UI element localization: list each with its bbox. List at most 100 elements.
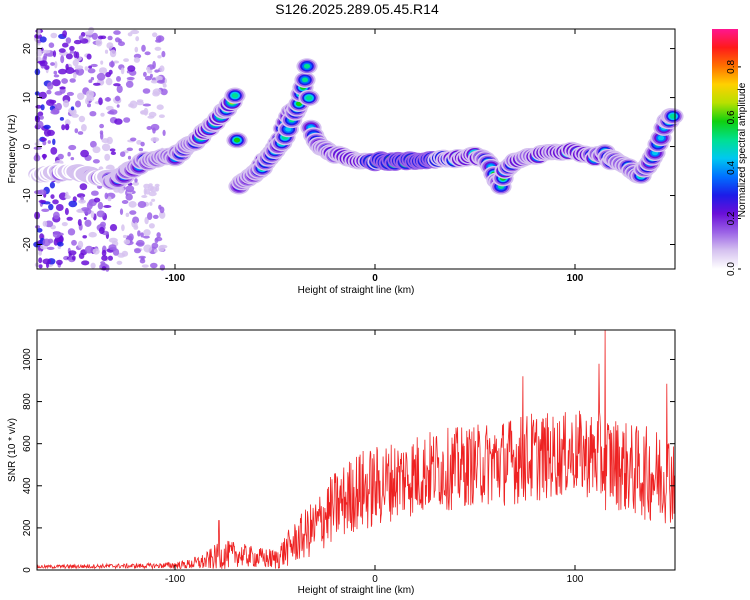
spectrogram-noise-speckle [104,192,109,200]
spectrogram-noise-speckle [98,67,108,74]
spectrogram-noise-speckle [125,212,130,217]
spectrogram-noise-speckle [156,232,161,238]
spectrogram-noise-speckle [41,208,50,212]
spectrogram-noise-speckle [89,111,97,117]
snr-y-tick-label: 400 [22,477,33,494]
spectrogram-noise-speckle [148,223,155,229]
spectrogram-noise-speckle [100,60,104,65]
spectrogram-ridge-cell [303,63,311,69]
colorbar-label: Normalized spectral amplitude [737,82,748,217]
spectrogram-noise-speckle [62,42,69,48]
spectrogram-noise-speckle [144,75,152,81]
spectrogram-noise-speckle [49,181,56,189]
spectrogram-noise-speckle [88,79,93,83]
spectrogram-noise-speckle [93,197,101,203]
spectrogram-noise-speckle [44,220,54,228]
spectrogram-noise-speckle [149,201,153,206]
spectrogram-noise-speckle [91,190,99,196]
spectrogram-noise-speckle [70,157,75,161]
spectrogram-noise-speckle [156,104,164,110]
spectrogram-noise-speckle [120,67,125,75]
spectrogram-noise-speckle [104,49,109,54]
spectrogram-noise-speckle [36,228,43,233]
spectrogram-noise-speckle [123,239,131,245]
spectrogram-noise-speckle [140,257,145,261]
spectrogram-noise-speckle [64,207,69,216]
spectrogram-noise-speckle [92,146,101,154]
spectrogram-noise-speckle [93,82,101,86]
spectrogram-noise-speckle [105,72,111,78]
spectrogram-y-tick-label: 20 [22,43,33,55]
colorbar-tick-label: 0.0 [726,262,737,276]
spectrogram-noise-speckle [46,99,55,106]
spectrogram-y-axis-label: Frequency (Hz) [7,115,18,184]
spectrogram-noise-speckle [85,97,89,105]
spectrogram-noise-speckle [109,148,116,152]
spectrogram-noise-speckle [42,220,48,227]
spectrogram-ridge-cell [285,126,292,132]
spectrogram-noise-speckle [39,60,48,67]
spectrogram-noise-speckle [86,201,93,210]
spectrogram-noise-speckle [141,44,146,52]
colorbar-tick-label: 0.8 [726,60,737,74]
spectrogram-noise-speckle [42,258,51,265]
snr-frame [36,329,676,571]
spectrogram-noise-speckle [123,58,129,62]
snr-series-line [36,329,676,570]
spectrogram-noise-speckle [52,79,61,87]
spectrogram-noise-speckle [106,42,114,49]
spectrogram-noise-speckle [125,193,133,201]
spectrogram-noise-speckle [109,224,118,232]
spectrogram-noise-speckle [39,36,47,43]
spectrogram-noise-speckle [36,49,43,57]
spectrogram-noise-speckle [98,97,103,106]
spectrogram-noise-speckle [57,241,64,247]
snr-x-tick-label: -100 [165,574,185,585]
spectrogram-noise-speckle [134,222,138,229]
spectrogram-noise-speckle [33,146,42,150]
spectrogram-noise-speckle [90,210,95,219]
spectrogram-noise-speckle [78,115,86,123]
spectrogram-noise-speckle [44,65,50,70]
spectrogram-noise-speckle [100,132,104,140]
spectrogram-noise-speckle [60,55,65,64]
spectrogram-noise-speckle [50,62,55,66]
spectrogram-noise-speckle [138,147,144,152]
spectrogram-noise-speckle [69,50,75,54]
spectrogram-noise-speckle [65,53,73,60]
spectrogram-noise-speckle [159,65,165,72]
spectrogram-noise-speckle [87,68,96,74]
spectrogram-noise-speckle [130,137,137,142]
spectrogram-noise-speckle [84,219,92,227]
spectrogram-noise-speckle [159,211,166,219]
spectrogram-noise-speckle [121,224,125,232]
snr-x-axis-label: Height of straight line (km) [298,585,415,596]
spectrogram-noise-speckle [125,80,134,88]
spectrogram-noise-speckle [61,78,68,84]
spectrogram-noise-speckle [120,151,126,157]
spectrogram-noise-speckle [143,187,147,196]
spectrogram-noise-speckle [129,210,137,215]
spectrogram-noise-speckle [91,32,98,40]
spectrogram-noise-speckle [75,100,81,108]
spectrogram-noise-speckle [58,68,67,75]
spectrogram-ridge-cell [301,77,309,83]
spectrogram-noise-speckle [64,123,70,131]
spectrogram-noise-speckle [69,78,76,83]
spectrogram-noise-speckle [119,208,124,215]
spectrogram-noise-speckle [71,239,77,246]
spectrogram-noise-speckle [40,104,45,111]
spectrogram-noise-speckle [86,53,92,60]
spectrogram-noise-speckle [56,259,63,265]
spectrogram-noise-speckle [101,143,111,152]
spectrogram-noise-speckle [92,248,100,255]
spectrogram-noise-speckle [116,85,123,94]
spectrogram-noise-speckle [146,126,152,130]
spectrogram-noise-speckle [65,191,69,198]
snr-y-axis-label: SNR (10 * v/v) [7,418,18,482]
spectrogram-noise-speckle [98,226,105,235]
spectrogram-noise-speckle [90,140,97,148]
spectrogram-noise-speckle [61,124,66,131]
